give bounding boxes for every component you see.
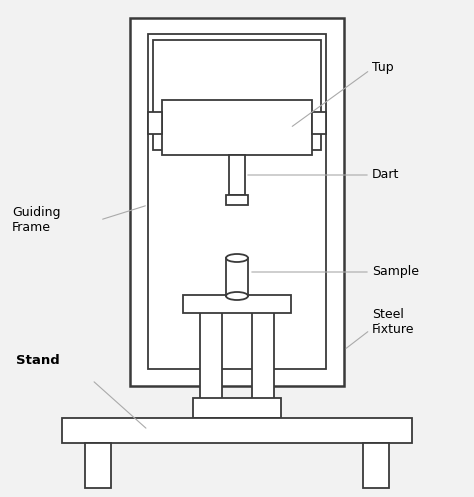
Bar bbox=[363, 443, 389, 488]
Bar bbox=[148, 112, 162, 134]
Bar bbox=[229, 155, 245, 195]
Bar bbox=[226, 258, 248, 296]
Text: Sample: Sample bbox=[372, 265, 419, 278]
Ellipse shape bbox=[226, 254, 248, 262]
Bar bbox=[148, 34, 326, 369]
Bar bbox=[312, 112, 326, 134]
Bar bbox=[252, 310, 274, 400]
Text: Tup: Tup bbox=[372, 62, 393, 75]
Text: Guiding
Frame: Guiding Frame bbox=[12, 206, 61, 234]
Ellipse shape bbox=[226, 292, 248, 300]
Bar bbox=[183, 295, 291, 313]
Bar bbox=[226, 195, 248, 205]
Bar bbox=[162, 100, 312, 155]
Bar bbox=[200, 310, 222, 400]
Text: Stand: Stand bbox=[16, 353, 60, 366]
Bar bbox=[130, 18, 344, 386]
Text: Dart: Dart bbox=[372, 168, 400, 181]
Bar bbox=[153, 40, 321, 150]
Bar bbox=[85, 443, 111, 488]
Text: Steel
Fixture: Steel Fixture bbox=[372, 308, 414, 336]
Bar bbox=[193, 398, 281, 418]
Bar bbox=[62, 418, 412, 443]
